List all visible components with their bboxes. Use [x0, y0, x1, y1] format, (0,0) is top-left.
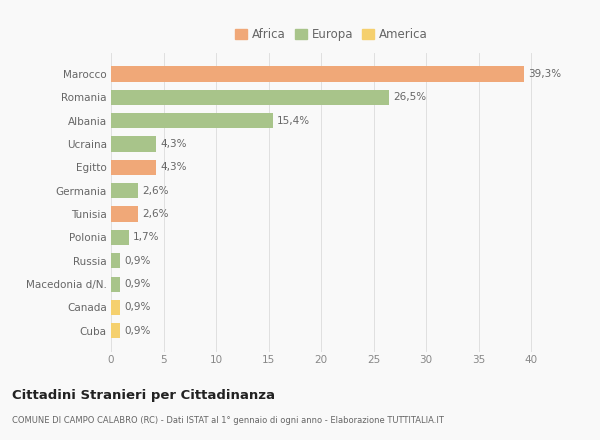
Bar [111, 183, 139, 198]
Text: 26,5%: 26,5% [394, 92, 427, 103]
Legend: Africa, Europa, America: Africa, Europa, America [233, 26, 430, 44]
Text: 39,3%: 39,3% [528, 69, 561, 79]
Bar [111, 300, 121, 315]
Bar [111, 113, 273, 128]
Bar [111, 160, 156, 175]
Bar [111, 323, 121, 338]
Text: 1,7%: 1,7% [133, 232, 160, 242]
Text: COMUNE DI CAMPO CALABRO (RC) - Dati ISTAT al 1° gennaio di ogni anno - Elaborazi: COMUNE DI CAMPO CALABRO (RC) - Dati ISTA… [12, 416, 444, 425]
Text: 2,6%: 2,6% [143, 209, 169, 219]
Bar [111, 136, 156, 152]
Text: Cittadini Stranieri per Cittadinanza: Cittadini Stranieri per Cittadinanza [12, 389, 275, 403]
Bar [111, 206, 139, 222]
Text: 4,3%: 4,3% [160, 162, 187, 172]
Bar [111, 230, 129, 245]
Bar [111, 66, 524, 81]
Text: 0,9%: 0,9% [125, 279, 151, 289]
Text: 0,9%: 0,9% [125, 256, 151, 266]
Bar [111, 253, 121, 268]
Text: 4,3%: 4,3% [160, 139, 187, 149]
Bar [111, 90, 389, 105]
Bar [111, 276, 121, 292]
Text: 0,9%: 0,9% [125, 326, 151, 336]
Text: 15,4%: 15,4% [277, 116, 310, 126]
Text: 0,9%: 0,9% [125, 302, 151, 312]
Text: 2,6%: 2,6% [143, 186, 169, 196]
